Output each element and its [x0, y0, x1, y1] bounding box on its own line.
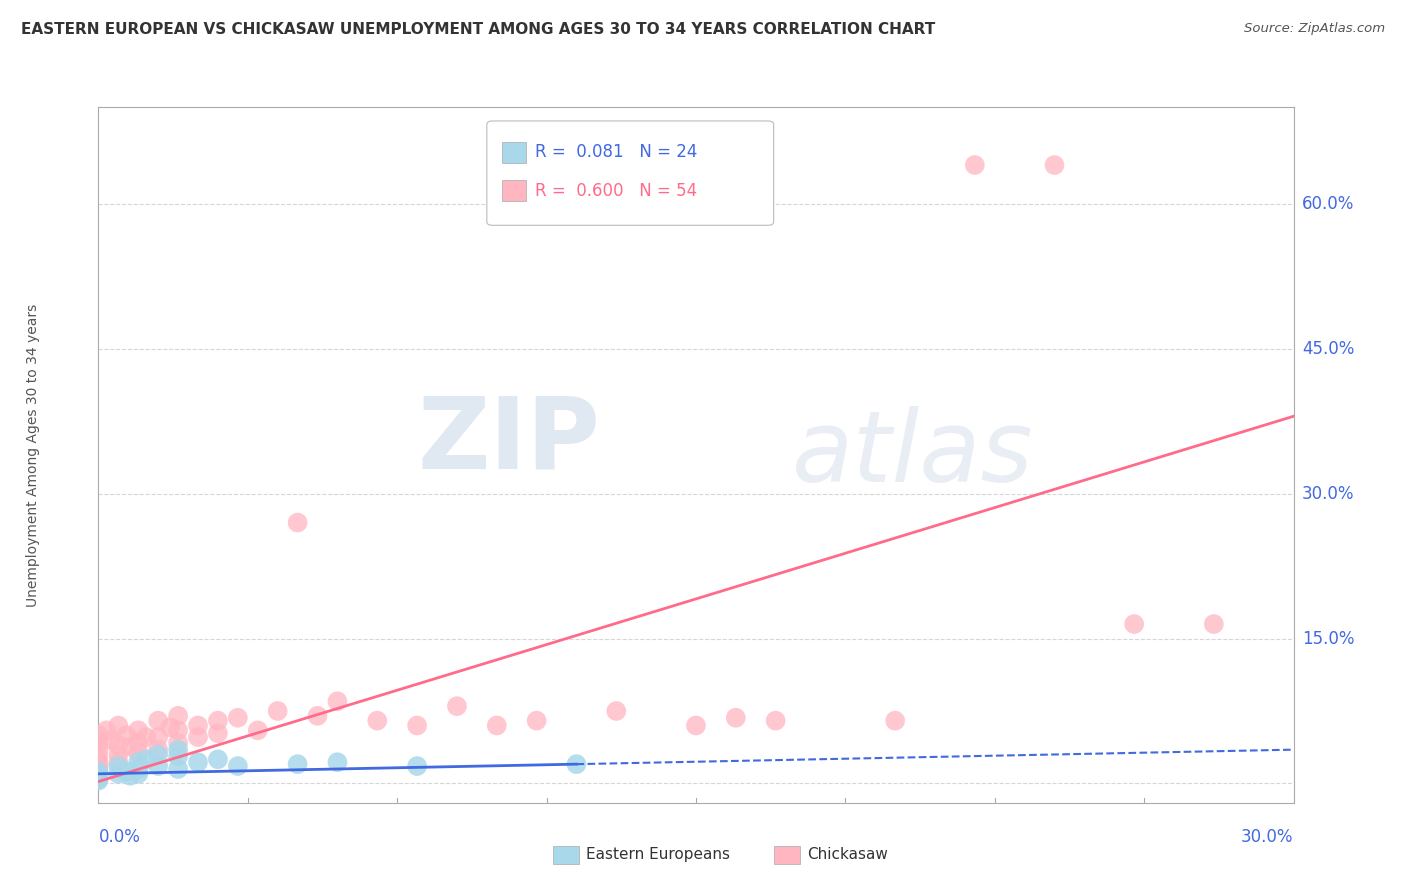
- Point: [107, 759, 129, 773]
- Point: [565, 757, 588, 772]
- Point: [485, 718, 508, 732]
- Point: [148, 730, 170, 744]
- Point: [963, 158, 986, 172]
- Point: [87, 749, 110, 764]
- Point: [167, 742, 190, 756]
- Point: [87, 773, 110, 788]
- Point: [685, 718, 707, 732]
- Point: [187, 755, 209, 769]
- Point: [1123, 617, 1146, 632]
- Point: [287, 516, 309, 530]
- Text: Source: ZipAtlas.com: Source: ZipAtlas.com: [1244, 22, 1385, 36]
- Point: [107, 718, 129, 732]
- Point: [127, 755, 149, 769]
- Point: [207, 752, 229, 766]
- Point: [120, 739, 142, 754]
- Text: 15.0%: 15.0%: [1302, 630, 1354, 648]
- Point: [226, 711, 249, 725]
- Point: [267, 704, 290, 718]
- Point: [159, 721, 181, 735]
- Point: [167, 736, 190, 750]
- Point: [1202, 617, 1225, 632]
- Point: [307, 708, 329, 723]
- Point: [135, 752, 157, 766]
- Text: Unemployment Among Ages 30 to 34 years: Unemployment Among Ages 30 to 34 years: [25, 303, 39, 607]
- Point: [326, 694, 349, 708]
- FancyBboxPatch shape: [502, 180, 526, 201]
- Point: [605, 704, 627, 718]
- Point: [107, 738, 129, 752]
- Text: R =  0.600   N = 54: R = 0.600 N = 54: [534, 182, 697, 200]
- Point: [135, 730, 157, 744]
- Point: [87, 766, 110, 781]
- Point: [366, 714, 388, 728]
- FancyBboxPatch shape: [486, 121, 773, 226]
- Point: [127, 762, 149, 776]
- FancyBboxPatch shape: [502, 142, 526, 162]
- Point: [884, 714, 907, 728]
- Point: [120, 769, 142, 783]
- Point: [246, 723, 269, 738]
- Point: [187, 718, 209, 732]
- Point: [87, 742, 110, 756]
- Text: Chickasaw: Chickasaw: [807, 847, 889, 863]
- Text: Eastern Europeans: Eastern Europeans: [586, 847, 730, 863]
- Point: [1043, 158, 1066, 172]
- Text: 0.0%: 0.0%: [98, 828, 141, 846]
- Point: [87, 769, 110, 783]
- FancyBboxPatch shape: [773, 847, 800, 863]
- Point: [115, 728, 138, 742]
- Point: [87, 759, 110, 773]
- Point: [87, 736, 110, 750]
- Point: [287, 757, 309, 772]
- Text: atlas: atlas: [792, 407, 1033, 503]
- Point: [148, 747, 170, 762]
- Point: [127, 766, 149, 781]
- Point: [87, 764, 110, 779]
- Point: [724, 711, 747, 725]
- Point: [107, 766, 129, 781]
- Point: [107, 755, 129, 769]
- Text: 30.0%: 30.0%: [1241, 828, 1294, 846]
- Point: [148, 742, 170, 756]
- Point: [207, 726, 229, 740]
- Point: [87, 769, 110, 783]
- Text: R =  0.081   N = 24: R = 0.081 N = 24: [534, 144, 697, 161]
- Point: [107, 747, 129, 762]
- Point: [526, 714, 548, 728]
- Point: [127, 736, 149, 750]
- Text: 45.0%: 45.0%: [1302, 340, 1354, 358]
- FancyBboxPatch shape: [553, 847, 579, 863]
- Point: [87, 762, 110, 776]
- Text: 30.0%: 30.0%: [1302, 484, 1354, 502]
- Point: [87, 772, 110, 786]
- Point: [87, 764, 110, 779]
- Point: [127, 746, 149, 760]
- Point: [406, 718, 429, 732]
- Point: [446, 699, 468, 714]
- Point: [187, 730, 209, 744]
- Text: ZIP: ZIP: [418, 392, 600, 490]
- Text: EASTERN EUROPEAN VS CHICKASAW UNEMPLOYMENT AMONG AGES 30 TO 34 YEARS CORRELATION: EASTERN EUROPEAN VS CHICKASAW UNEMPLOYME…: [21, 22, 935, 37]
- Point: [127, 723, 149, 738]
- Point: [167, 723, 190, 738]
- Point: [148, 714, 170, 728]
- Point: [148, 759, 170, 773]
- Point: [167, 708, 190, 723]
- Point: [87, 728, 110, 742]
- Point: [326, 755, 349, 769]
- Point: [207, 714, 229, 728]
- Point: [765, 714, 787, 728]
- Point: [87, 755, 110, 769]
- Point: [167, 762, 190, 776]
- Point: [87, 771, 110, 785]
- Point: [406, 759, 429, 773]
- Point: [226, 759, 249, 773]
- Point: [98, 733, 122, 747]
- Point: [115, 764, 138, 779]
- Point: [96, 723, 118, 738]
- Point: [167, 749, 190, 764]
- Text: 60.0%: 60.0%: [1302, 194, 1354, 212]
